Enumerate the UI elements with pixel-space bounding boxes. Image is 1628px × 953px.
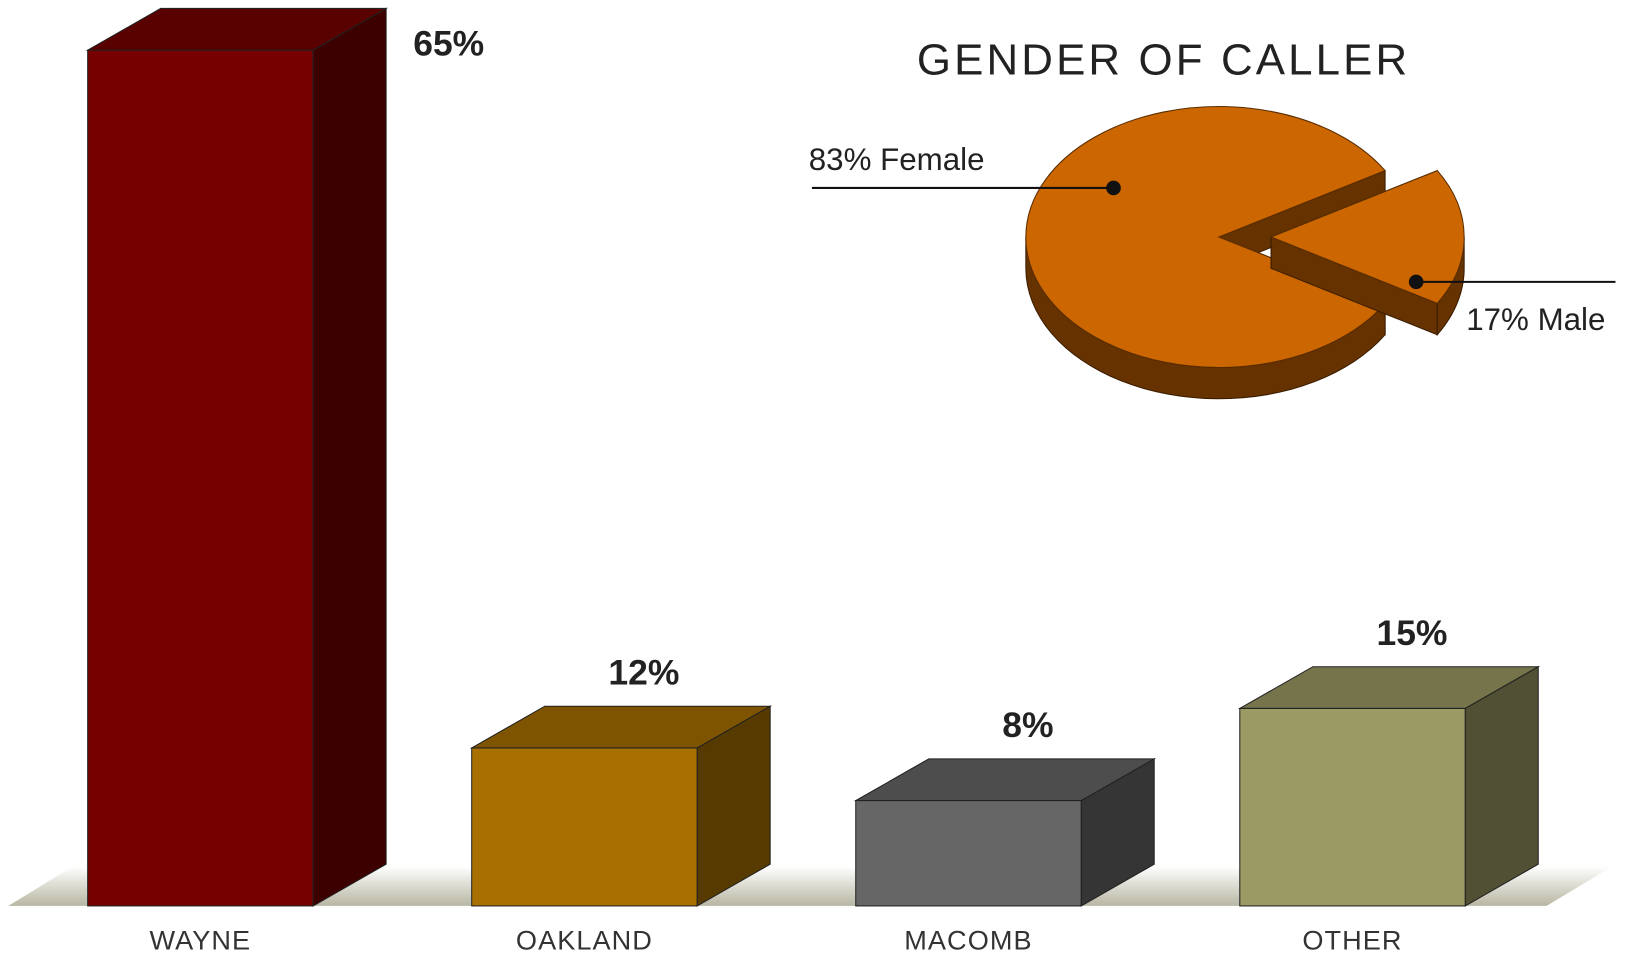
value-label: 8% bbox=[1002, 705, 1053, 745]
x-tick-label: MACOMB bbox=[904, 925, 1032, 953]
bar bbox=[471, 747, 698, 907]
bar bbox=[1239, 707, 1466, 907]
pie-chart: GENDER OF CALLER 83% Female 17% Male bbox=[809, 35, 1616, 400]
leader-dot bbox=[1408, 274, 1424, 290]
value-label: 65% bbox=[413, 23, 484, 63]
x-tick-label: OAKLAND bbox=[516, 925, 653, 953]
leader-dot bbox=[1106, 180, 1121, 196]
pie-label: 17% Male bbox=[1466, 302, 1605, 337]
x-tick-label: OTHER bbox=[1302, 925, 1402, 953]
pie-label: 83% Female bbox=[809, 142, 985, 177]
floor bbox=[8, 866, 1613, 906]
value-label: 12% bbox=[608, 652, 679, 692]
x-tick-label: WAYNE bbox=[150, 925, 252, 953]
pie-title: GENDER OF CALLER bbox=[917, 35, 1410, 84]
bar bbox=[855, 800, 1082, 907]
bar-side bbox=[312, 7, 387, 907]
bar bbox=[87, 49, 314, 907]
bar-chart: 65% WAYNE 12% OAKLAND 8% MACOMB 15% OTHER bbox=[85, 7, 1541, 953]
pie-slice bbox=[1269, 169, 1465, 305]
pie-slice bbox=[1025, 106, 1386, 368]
value-label: 15% bbox=[1376, 613, 1447, 653]
